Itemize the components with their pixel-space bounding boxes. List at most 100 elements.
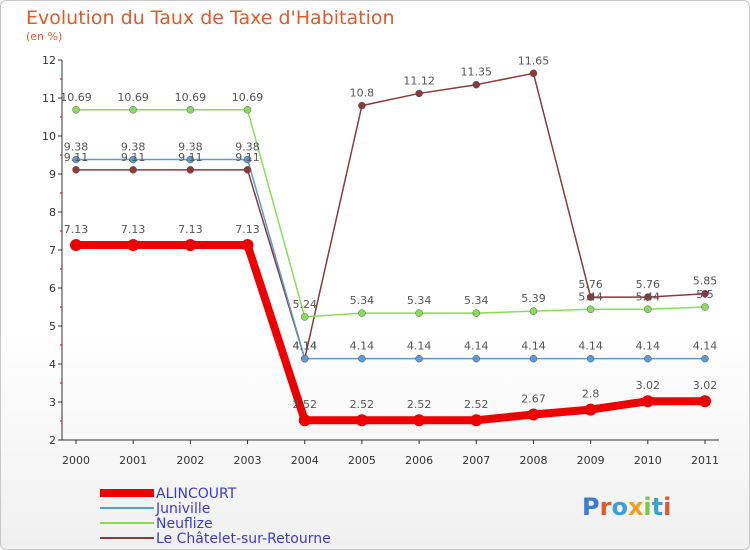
x-tick-label: 2009 <box>577 454 605 467</box>
x-tick-label: 2003 <box>234 454 262 467</box>
x-tick-label: 2004 <box>291 454 319 467</box>
y-tick-label: 9 <box>49 168 56 181</box>
data-label-3: 10.8 <box>350 87 375 100</box>
data-label-1: 4.14 <box>464 340 489 353</box>
logo-text: Proxiti <box>582 493 671 521</box>
proxiti-logo: Proxiti <box>582 493 671 521</box>
series-point-3 <box>358 101 366 110</box>
y-tick-label: 6 <box>49 282 56 295</box>
data-label-1: 4.14 <box>693 340 718 353</box>
data-label-3: 9.11 <box>121 151 146 164</box>
series-point-2 <box>72 106 80 114</box>
series-point-0 <box>241 239 254 252</box>
series-point-0 <box>641 395 654 408</box>
y-tick-label: 12 <box>42 54 56 67</box>
series-point-2 <box>586 305 595 314</box>
data-label-0: 2.67 <box>521 393 546 406</box>
data-label-3: 4.14 <box>292 340 317 353</box>
data-label-0: 2.52 <box>464 398 489 411</box>
series-points <box>70 69 711 427</box>
series-point-3 <box>415 89 423 98</box>
series-point-0 <box>184 239 197 252</box>
legend-label-2: Neuflize <box>156 516 213 532</box>
series-point-1 <box>472 354 481 363</box>
series-point-3 <box>472 80 481 89</box>
x-tick-label: 2008 <box>519 454 547 467</box>
series-point-1 <box>186 155 195 164</box>
series-point-1 <box>586 354 595 363</box>
data-label-0: 2.52 <box>407 398 432 411</box>
legend-label-3: Le Châtelet-sur-Retourne <box>156 531 331 547</box>
data-label-2: 5.34 <box>350 294 375 307</box>
series-line-3 <box>76 72 706 360</box>
series-point-0 <box>127 239 140 252</box>
data-label-2: 10.69 <box>232 91 264 104</box>
data-label-0: 7.13 <box>121 223 146 236</box>
y-tick-label: 10 <box>42 130 56 143</box>
series-point-3 <box>243 166 252 174</box>
y-tick-label: 8 <box>49 206 56 219</box>
data-label-1: 4.14 <box>636 340 661 353</box>
series-point-1 <box>644 354 652 363</box>
data-label-3: 5.85 <box>693 275 718 288</box>
series-point-0 <box>584 403 597 416</box>
data-label-3: 9.11 <box>178 151 203 164</box>
series-point-3 <box>129 166 137 174</box>
axes: 2 3 4 5 6 7 8 9 10 11 12 2000 2001 2002 2003 2004 2005 20… <box>42 54 719 467</box>
series-point-2 <box>243 106 252 114</box>
series-point-3 <box>644 293 652 301</box>
data-label-0: 3.02 <box>693 379 718 392</box>
series-point-0 <box>298 414 311 427</box>
x-tick-label: 2000 <box>62 454 90 467</box>
series-line-2 <box>76 109 706 318</box>
data-label-2: 10.69 <box>60 91 92 104</box>
data-label-0: 2.52 <box>292 398 317 411</box>
series-point-1 <box>129 155 137 164</box>
series-point-2 <box>644 305 652 314</box>
data-label-3: 11.65 <box>518 54 550 67</box>
series-point-0 <box>413 414 426 427</box>
legend-label-1: Juniville <box>155 501 210 517</box>
y-tick-label: 3 <box>49 396 56 409</box>
series-point-2 <box>300 313 309 321</box>
y-tick-label: 7 <box>49 244 56 257</box>
series-point-0 <box>355 414 368 427</box>
data-label-2: 5.39 <box>521 292 546 305</box>
data-label-1: 9.38 <box>178 141 203 154</box>
series-lines <box>76 72 706 425</box>
y-tick-label: 2 <box>49 434 56 447</box>
series-point-0 <box>699 395 711 408</box>
data-label-2: 5.5 <box>696 288 714 301</box>
data-label-2: 5.44 <box>636 290 661 303</box>
x-tick-label: 2005 <box>348 454 376 467</box>
series-line-0 <box>76 241 705 425</box>
series-point-1 <box>701 354 709 363</box>
data-label-3: 11.12 <box>403 74 435 87</box>
data-label-1: 4.14 <box>350 340 375 353</box>
series-point-1 <box>243 155 252 164</box>
data-label-3: 9.11 <box>64 151 89 164</box>
x-tick-label: 2007 <box>462 454 490 467</box>
data-label-3: 5.76 <box>636 278 661 291</box>
series-point-3 <box>186 166 195 174</box>
data-label-3: 9.11 <box>235 151 260 164</box>
chart-subtitle: (en %) <box>26 30 62 43</box>
series-point-0 <box>70 239 82 252</box>
data-label-2: 10.69 <box>175 91 207 104</box>
data-label-2: 5.44 <box>578 290 603 303</box>
series-point-1 <box>529 354 538 363</box>
data-label-0: 7.13 <box>64 223 89 236</box>
series-point-2 <box>415 309 423 317</box>
data-labels: 9.11 9.11 9.11 9.11 4.14 10.8 11.12 11.35 11.65 5… <box>60 54 717 411</box>
data-label-0: 7.13 <box>235 223 260 236</box>
series-point-1 <box>415 354 423 363</box>
data-label-2: 5.34 <box>464 294 489 307</box>
y-tick-label: 11 <box>42 92 56 105</box>
series-point-3 <box>72 166 80 174</box>
series-point-1 <box>72 155 80 164</box>
data-label-1: 4.14 <box>292 340 317 353</box>
series-line-1 <box>76 158 705 360</box>
